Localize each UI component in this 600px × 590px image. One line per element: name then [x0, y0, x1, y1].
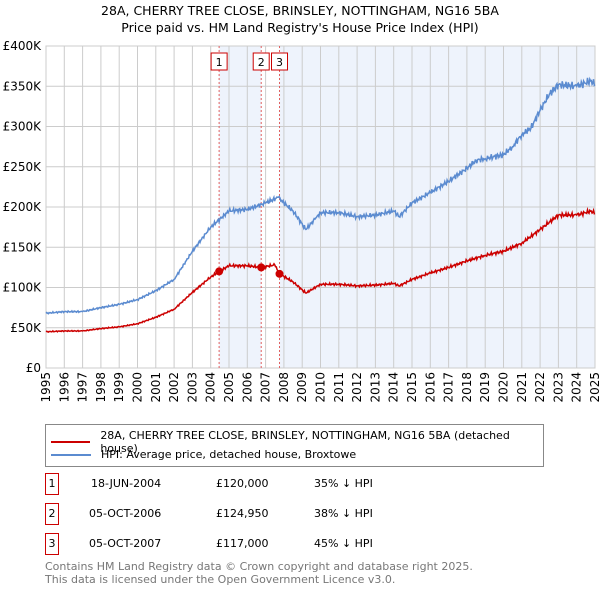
x-tick-label: 2004 [204, 372, 218, 403]
sale-point [215, 267, 224, 276]
x-tick-label: 2009 [295, 372, 309, 403]
x-tick-label: 2006 [240, 372, 254, 403]
x-tick-label: 2010 [314, 372, 328, 403]
sale-price: £124,950 [216, 507, 269, 520]
x-tick-label: 2019 [478, 372, 492, 403]
sale-marker-badge: 2 [45, 503, 59, 525]
x-tick-label: 2020 [497, 372, 511, 403]
y-tick-label: £100K [3, 281, 43, 295]
x-tick-label: 2022 [533, 372, 547, 403]
x-tick-label: 2025 [588, 372, 600, 403]
sale-label: 3 [276, 56, 283, 69]
sale-label-box [252, 52, 270, 71]
y-tick-label: £250K [3, 160, 43, 174]
sale-date: 05-OCT-2007 [89, 537, 162, 550]
x-tick-label: 2005 [222, 372, 236, 403]
x-tick-label: 2007 [259, 372, 273, 403]
price-chart: £0 £50K £100K £150K £200K £250K £300K £350K £400… [3, 39, 600, 403]
sale-row: 3 05-OCT-2007 £117,000 45% ↓ HPI [45, 533, 445, 555]
sale-marker-badge: 1 [45, 473, 59, 495]
sale-label-box [271, 52, 289, 71]
x-tick-label: 2000 [131, 372, 145, 403]
x-tick-label: 2021 [515, 372, 529, 403]
sale-point [257, 263, 266, 272]
x-tick-label: 1998 [94, 372, 108, 403]
y-tick-label: £200K [3, 200, 43, 214]
sale-label: 1 [216, 56, 223, 69]
sale-row: 1 18-JUN-2004 £120,000 35% ↓ HPI [45, 473, 445, 495]
footer-copyright: Contains HM Land Registry data © Crown c… [45, 560, 473, 573]
sale-marker-badge: 3 [45, 533, 59, 555]
y-tick-label: £300K [3, 120, 43, 134]
footer-licence: This data is licensed under the Open Gov… [45, 573, 396, 586]
legend-label-property: 28A, CHERRY TREE CLOSE, BRINSLEY, NOTTIN… [100, 429, 510, 455]
sale-price: £120,000 [216, 477, 269, 490]
x-tick-label: 1995 [39, 372, 53, 403]
x-tick-label: 2024 [570, 372, 584, 403]
sale-price: £117,000 [216, 537, 269, 550]
sale-label-box [210, 52, 228, 71]
x-tick-label: 2011 [332, 372, 346, 403]
legend-swatch-property [51, 441, 91, 443]
x-tick-label: 2013 [368, 372, 382, 403]
sale-date: 05-OCT-2006 [89, 507, 162, 520]
x-tick-label: 2014 [387, 372, 401, 403]
sale-hpi-diff: 35% ↓ HPI [314, 477, 373, 490]
x-tick-label: 2016 [423, 372, 437, 403]
x-tick-label: 2002 [167, 372, 181, 403]
x-tick-label: 1999 [112, 372, 126, 403]
legend-label-hpi: HPI: Average price, detached house, Brox… [101, 448, 357, 461]
x-tick-label: 2023 [551, 372, 565, 403]
x-tick-label: 1996 [57, 372, 71, 403]
chart-title: 28A, CHERRY TREE CLOSE, BRINSLEY, NOTTIN… [101, 3, 499, 18]
sale-point [275, 269, 284, 278]
x-tick-label: 2012 [350, 372, 364, 403]
y-tick-label: £0 [26, 361, 41, 375]
x-tick-label: 2001 [149, 372, 163, 403]
y-tick-label: £400K [3, 39, 43, 53]
sale-label: 2 [258, 56, 265, 69]
sale-hpi-diff: 38% ↓ HPI [314, 507, 373, 520]
y-tick-label: £150K [3, 240, 43, 254]
y-tick-label: £50K [10, 321, 42, 335]
chart-subtitle: Price paid vs. HM Land Registry's House … [121, 20, 479, 35]
y-tick-label: £350K [3, 79, 43, 93]
sale-date: 18-JUN-2004 [91, 477, 162, 490]
legend: 28A, CHERRY TREE CLOSE, BRINSLEY, NOTTIN… [45, 424, 544, 467]
legend-swatch-hpi [51, 453, 91, 456]
x-tick-label: 2008 [277, 372, 291, 403]
series-line-property [45, 206, 596, 333]
series-line-hpi [45, 76, 596, 315]
x-tick-label: 2015 [405, 372, 419, 403]
x-tick-label: 2003 [185, 372, 199, 403]
x-tick-label: 2017 [442, 372, 456, 403]
sale-row: 2 05-OCT-2006 £124,950 38% ↓ HPI [45, 503, 445, 525]
sale-hpi-diff: 45% ↓ HPI [314, 537, 373, 550]
x-tick-label: 2018 [460, 372, 474, 403]
x-tick-label: 1997 [76, 372, 90, 403]
